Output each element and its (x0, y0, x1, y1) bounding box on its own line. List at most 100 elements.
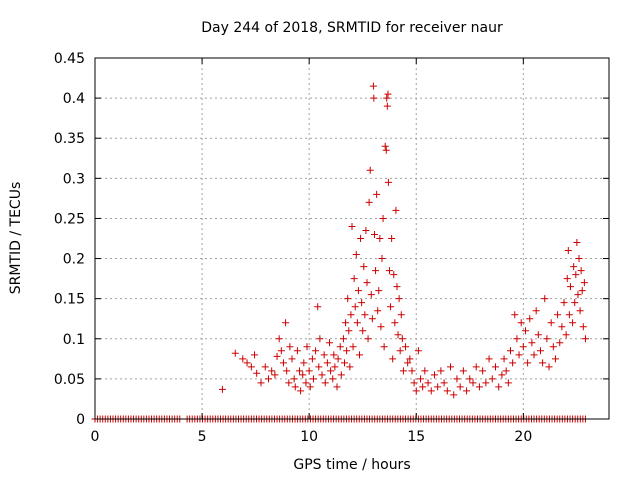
data-point (383, 94, 391, 102)
data-point (288, 355, 296, 363)
y-tick-label: 0.15 (54, 292, 85, 308)
data-point (392, 206, 400, 214)
data-point (318, 371, 326, 379)
data-point (315, 363, 323, 371)
data-point (530, 351, 538, 359)
data-point (369, 82, 377, 90)
data-point (447, 363, 455, 371)
data-point (519, 343, 527, 351)
data-point (372, 267, 380, 275)
data-point (268, 367, 276, 375)
data-point (397, 311, 405, 319)
data-point (475, 383, 483, 391)
data-point (273, 352, 281, 360)
data-point (504, 379, 512, 387)
data-point (440, 379, 448, 387)
plot-frame (94, 57, 610, 420)
data-point (560, 299, 568, 307)
data-point (349, 343, 357, 351)
data-point (575, 255, 583, 263)
data-point (375, 287, 383, 295)
data-point (564, 247, 572, 255)
data-point (345, 327, 353, 335)
data-point (430, 371, 438, 379)
data-point (257, 379, 265, 387)
data-point (271, 371, 279, 379)
data-point (524, 359, 532, 367)
data-point (363, 279, 371, 287)
y-tick-label: 0.25 (54, 211, 85, 227)
data-point (541, 295, 549, 303)
data-point (374, 307, 382, 315)
data-point (243, 359, 251, 367)
x-tick-label: 5 (198, 429, 207, 445)
data-point (231, 349, 239, 357)
data-point (563, 275, 571, 283)
data-point (515, 351, 523, 359)
data-point (532, 307, 540, 315)
data-point (450, 391, 458, 399)
data-point (437, 367, 445, 375)
y-axis-label: SRMTID / TECUs (8, 182, 24, 295)
x-tick-label: 0 (91, 429, 100, 445)
data-point (308, 355, 316, 363)
data-point (309, 375, 317, 383)
data-point (370, 94, 378, 102)
data-point (551, 355, 559, 363)
data-point (330, 351, 338, 359)
data-point (299, 371, 307, 379)
data-point (347, 311, 355, 319)
data-point (320, 351, 328, 359)
data-point (384, 90, 392, 98)
data-point (419, 383, 427, 391)
data-point (303, 343, 311, 351)
data-point (296, 367, 304, 375)
x-tick-label: 15 (407, 429, 425, 445)
data-point (549, 343, 557, 351)
data-point (331, 363, 339, 371)
y-tick-label: 0.45 (54, 51, 85, 67)
data-point (421, 367, 429, 375)
data-point (377, 323, 385, 331)
data-point (556, 339, 564, 347)
data-point (562, 331, 570, 339)
data-point (566, 283, 574, 291)
axis-ticks: 0 0.05 0.1 0.15 0.2 0.25 0.3 0.35 0.4 0.45 0 5 10 15 2… (54, 51, 609, 445)
data-point (348, 222, 356, 230)
data-point (573, 239, 581, 247)
data-point (479, 367, 487, 375)
data-point (482, 379, 490, 387)
y-tick-label: 0 (76, 412, 85, 428)
data-point (333, 383, 341, 391)
data-point (388, 235, 396, 242)
data-point (511, 311, 519, 319)
data-point (360, 263, 368, 271)
data-point (456, 383, 464, 391)
data-point (261, 363, 269, 371)
data-point (275, 335, 283, 343)
data-point (312, 347, 320, 355)
data-point (579, 323, 587, 331)
data-point (380, 343, 388, 351)
data-point (453, 375, 461, 383)
data-point (539, 359, 547, 367)
data-point (293, 347, 301, 355)
data-point (404, 359, 412, 367)
data-point (571, 299, 579, 307)
data-point (290, 375, 298, 383)
data-point (302, 379, 310, 387)
data-point (354, 287, 362, 295)
data-point (399, 367, 407, 375)
data-point (384, 178, 392, 186)
data-point (343, 347, 351, 355)
data-point (469, 379, 477, 387)
data-point (391, 319, 399, 327)
x-tick-label: 20 (514, 429, 532, 445)
data-point (517, 319, 525, 327)
data-point (396, 347, 404, 355)
y-tick-label: 0.05 (54, 372, 85, 388)
data-point (326, 339, 334, 347)
data-point (459, 367, 467, 375)
data-point (572, 271, 580, 279)
data-point (558, 323, 566, 331)
